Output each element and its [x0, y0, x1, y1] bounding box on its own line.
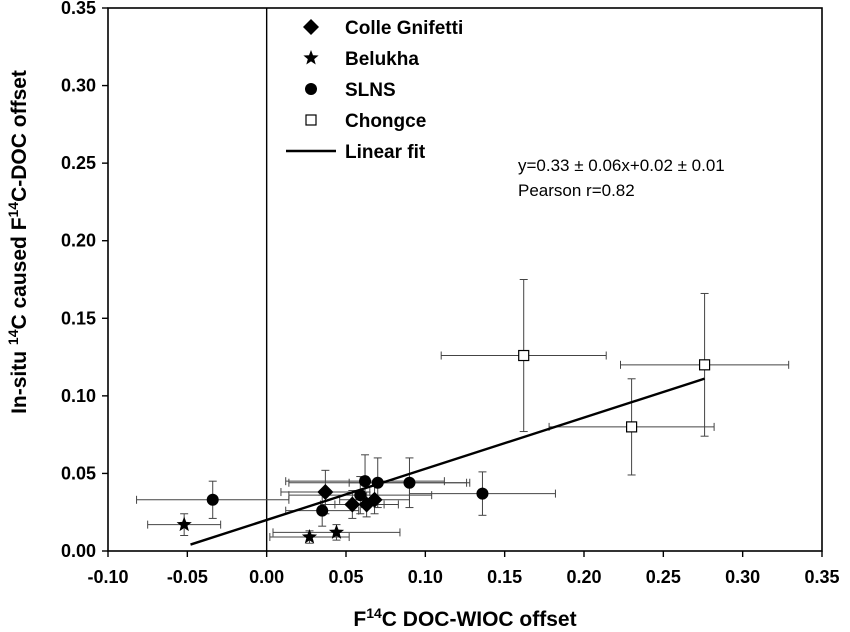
y-tick-label: 0.35 — [61, 0, 96, 18]
x-tick-label: 0.20 — [566, 567, 601, 587]
y-tick-label: 0.05 — [61, 463, 96, 483]
x-title-sup: 14 — [366, 605, 382, 621]
x-tick-label: 0.35 — [804, 567, 839, 587]
error-bars-layer — [136, 279, 790, 544]
data-point-circle — [206, 493, 219, 506]
y-title-mid: C caused F — [8, 217, 31, 329]
fit-equation: y=0.33 ± 0.06x+0.02 ± 0.01 — [518, 156, 725, 175]
x-tick-label: 0.00 — [249, 567, 284, 587]
legend-marker-open-square — [305, 114, 317, 126]
data-point-star — [176, 516, 192, 532]
x-tick-label: -0.05 — [167, 567, 208, 587]
pearson-r: Pearson r=0.82 — [518, 181, 635, 200]
legend-marker-diamond — [303, 19, 319, 35]
x-tick-label: 0.10 — [408, 567, 443, 587]
y-tick-label: 0.25 — [61, 153, 96, 173]
y-title-sup2: 14 — [5, 202, 21, 218]
data-point-open-square — [518, 349, 530, 362]
x-axis-title: F14C DOC-WIOC offset — [353, 605, 576, 631]
y-tick-label: 0.00 — [61, 541, 96, 561]
y-tick-label: 0.30 — [61, 76, 96, 96]
data-point-diamond — [317, 484, 334, 501]
plot-frame — [107, 7, 823, 552]
data-point-circle — [371, 476, 384, 489]
legend-label: SLNS — [345, 80, 396, 101]
ticks-layer: -0.10 -0.05 0.00 0.05 0.10 0.15 0.20 0.25 0.30 0.… — [61, 0, 840, 587]
data-point-circle — [359, 475, 372, 488]
y-title-pre: In-situ — [8, 345, 31, 414]
y-tick-label: 0.15 — [61, 308, 96, 328]
legend-label: Chongce — [345, 111, 426, 132]
data-point-circle — [354, 489, 367, 502]
data-point-diamond — [344, 496, 361, 513]
x-tick-label: 0.30 — [725, 567, 760, 587]
axes-layer — [107, 7, 823, 552]
data-point-circle — [476, 487, 489, 500]
y-title-sup1: 14 — [5, 329, 21, 345]
data-point-star — [328, 524, 345, 539]
legend-label: Linear fit — [345, 142, 426, 163]
y-axis-title: In-situ 14C caused F14C-DOC offset — [5, 70, 31, 414]
y-title-post: C-DOC offset — [8, 70, 31, 202]
data-point-diamond — [366, 491, 383, 508]
x-tick-label: 0.25 — [646, 567, 681, 587]
data-point-star — [301, 529, 318, 544]
data-point-circle — [316, 504, 329, 517]
linear-fit-line — [190, 377, 705, 546]
x-tick-label: -0.10 — [87, 567, 128, 587]
legend-marker-circle — [305, 83, 317, 95]
points-layer — [176, 349, 711, 544]
legend-marker-star — [303, 50, 319, 65]
data-point-open-square — [625, 421, 638, 433]
legend-label: Belukha — [345, 49, 419, 70]
x-tick-label: 0.15 — [487, 567, 522, 587]
y-tick-label: 0.10 — [61, 386, 96, 406]
data-point-open-square — [698, 359, 711, 371]
fit-layer — [190, 377, 705, 546]
x-title-post: C DOC-WIOC offset — [382, 608, 577, 631]
x-title-pre: F — [353, 608, 366, 631]
data-point-circle — [403, 476, 416, 489]
legend: Colle Gnifetti Belukha SLNS Chongce Linear f… — [286, 18, 463, 163]
x-tick-label: 0.05 — [328, 567, 363, 587]
y-tick-label: 0.20 — [61, 231, 96, 251]
legend-label: Colle Gnifetti — [345, 18, 463, 39]
